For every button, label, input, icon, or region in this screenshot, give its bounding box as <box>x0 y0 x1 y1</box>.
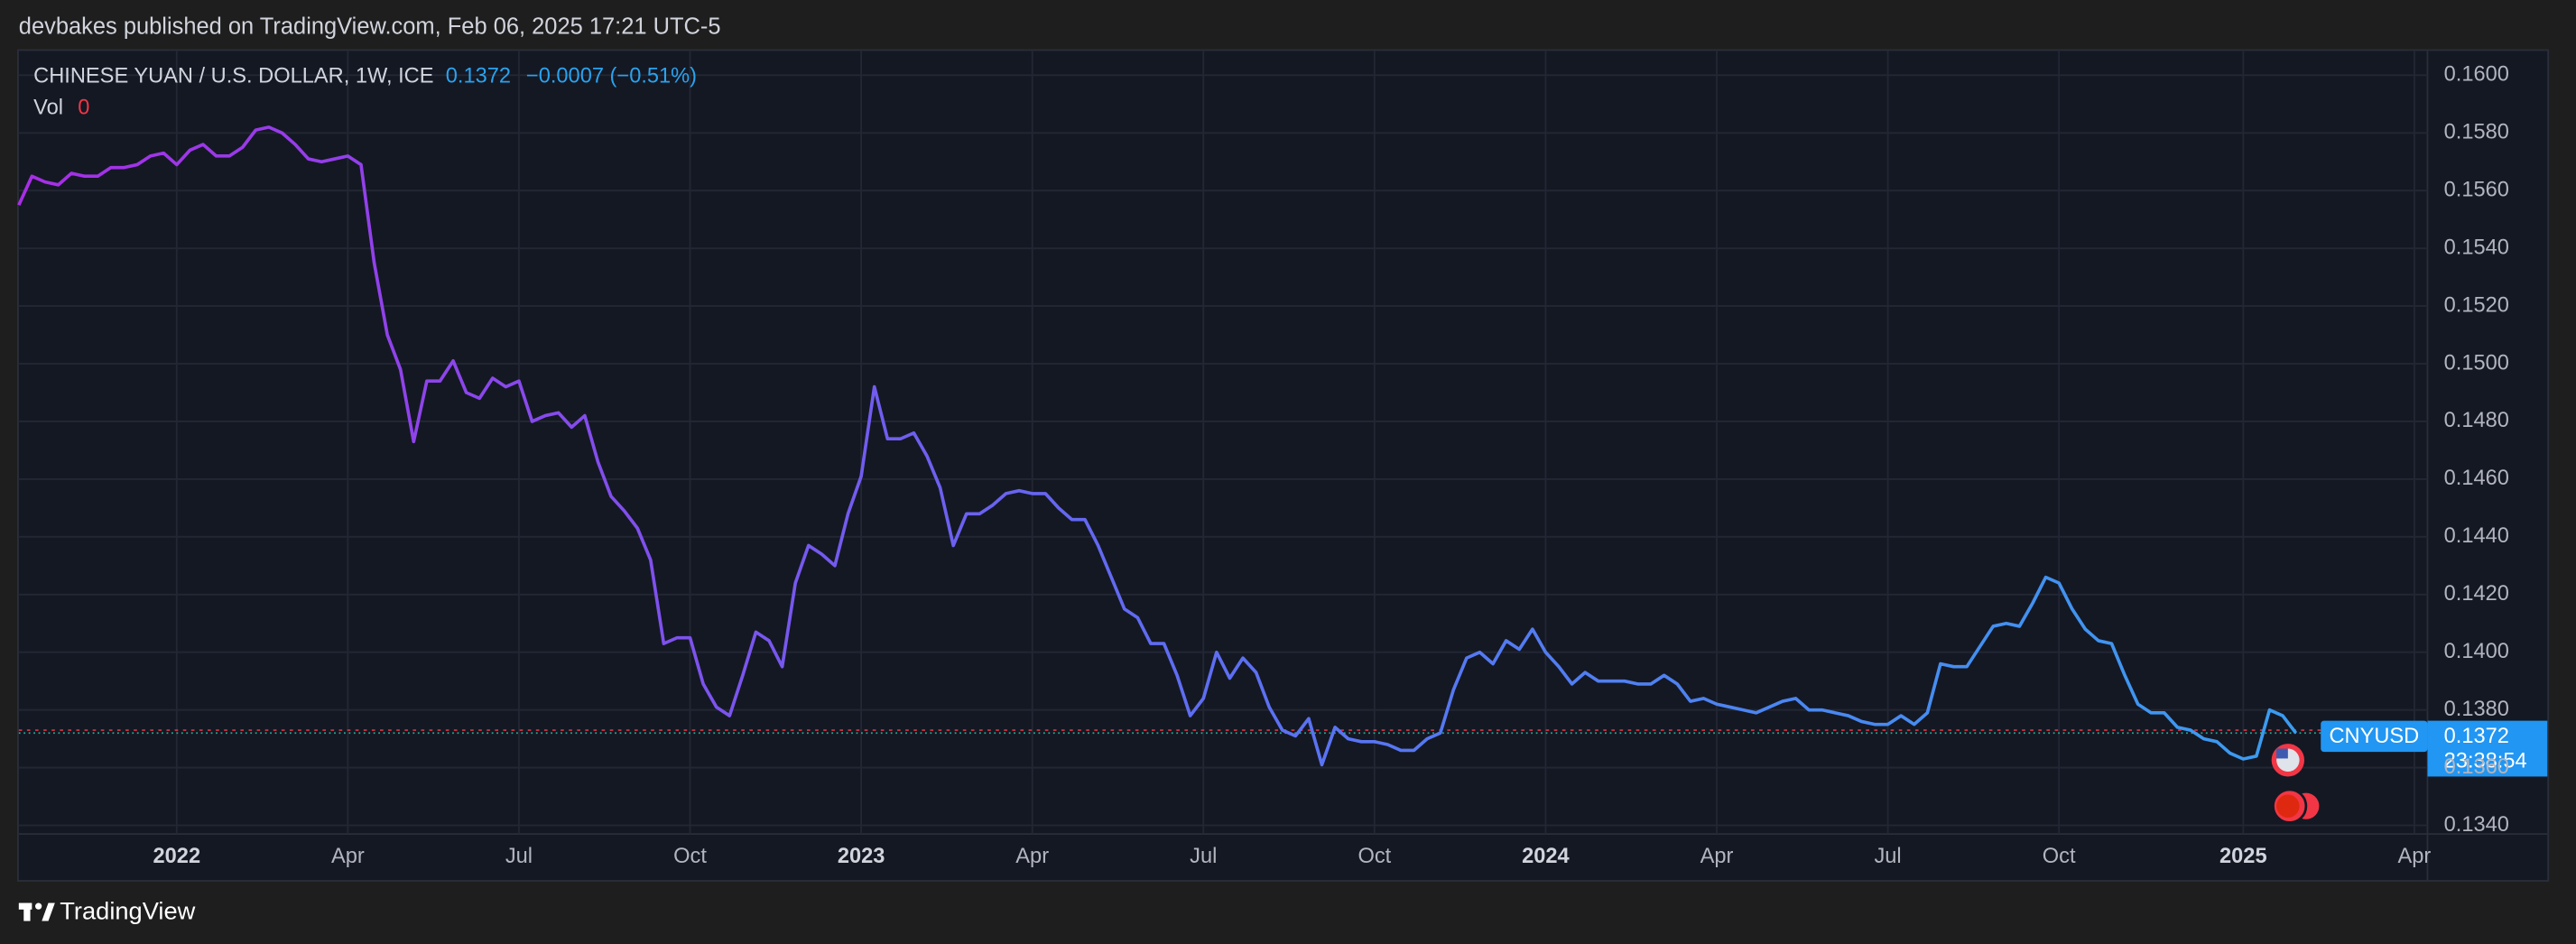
brand-name: TradingView <box>60 897 195 925</box>
countdown: 23:38:54 <box>2444 749 2527 773</box>
grid <box>18 51 2428 835</box>
y-tick-label: 0.1460 <box>2444 467 2509 490</box>
x-tick-label: Oct <box>1357 845 1391 868</box>
event-flags <box>2271 744 2320 824</box>
y-tick-label: 0.1420 <box>2444 582 2509 606</box>
x-tick-label: Apr <box>1015 845 1049 868</box>
price-box: CNYUSD 0.1372 23:38:54 <box>2321 720 2548 777</box>
y-tick-label: 0.1480 <box>2444 409 2509 432</box>
y-tick-label: 0.1340 <box>2444 813 2509 837</box>
x-tick-label: Apr <box>2398 845 2432 868</box>
volume-value: 0 <box>78 96 89 119</box>
x-tick-label: Jul <box>1190 845 1217 868</box>
volume-label: Vol <box>33 96 63 119</box>
x-tick-label: Jul <box>1874 845 1901 868</box>
published-line: devbakes published on TradingView.com, F… <box>19 14 721 40</box>
y-tick-label: 0.1500 <box>2444 351 2509 375</box>
logo-slash <box>42 902 55 921</box>
y-tick-label: 0.1520 <box>2444 293 2509 317</box>
price-change: −0.0007 (−0.51%) <box>526 65 697 88</box>
last-price-axis-label: 0.1372 <box>2444 725 2509 748</box>
last-price-box <box>2427 720 2548 777</box>
symbol-title: CHINESE YUAN / U.S. DOLLAR, 1W, ICE <box>33 65 433 88</box>
legend: CHINESE YUAN / U.S. DOLLAR, 1W, ICE 0.13… <box>33 65 697 120</box>
y-tick-label: 0.1580 <box>2444 121 2509 144</box>
flag-us-canton <box>2276 748 2288 759</box>
x-tick-label: 2024 <box>1522 845 1570 868</box>
symbol-box <box>2321 720 2428 753</box>
price-line <box>17 125 2298 767</box>
x-tick-label: Apr <box>331 845 365 868</box>
x-tick-label: Jul <box>505 845 533 868</box>
flag-cn-inner <box>2276 794 2300 818</box>
logo-stem <box>23 902 31 921</box>
y-tick-label: 0.1380 <box>2444 698 2509 721</box>
logo-dot <box>35 902 42 910</box>
y-tick-label: 0.1600 <box>2444 63 2509 87</box>
y-tick-label: 0.1560 <box>2444 178 2509 201</box>
last-price: 0.1372 <box>446 65 511 88</box>
x-tick-label: Oct <box>673 845 707 868</box>
marks <box>17 125 2428 767</box>
y-tick-label: 0.1400 <box>2444 640 2509 663</box>
x-tick-label: 2023 <box>838 845 885 868</box>
symbol-label: CNYUSD <box>2329 725 2419 748</box>
x-tick-label: 2025 <box>2219 845 2267 868</box>
x-tick-label: Oct <box>2043 845 2076 868</box>
y-tick-label: 0.1440 <box>2444 524 2509 548</box>
x-tick-label: 2022 <box>153 845 201 868</box>
chart-panel <box>16 49 2550 882</box>
y-tick-label: 0.1540 <box>2444 236 2509 259</box>
x-tick-label: Apr <box>1700 845 1734 868</box>
y-tick-label: 0.1360 <box>2444 755 2509 779</box>
brand: TradingView <box>18 897 196 925</box>
